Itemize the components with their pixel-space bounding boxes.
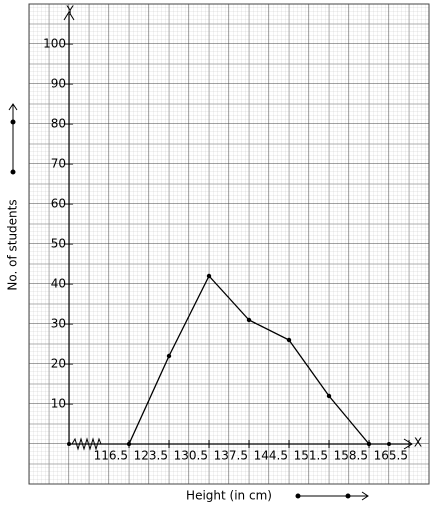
y-tick-label: 70 <box>51 157 66 171</box>
y-tick-label: 30 <box>51 317 66 331</box>
x-axis-name: X <box>414 436 422 450</box>
y-tick-label: 90 <box>51 77 66 91</box>
y-tick-label: 60 <box>51 197 66 211</box>
x-tick-label: 137.5 <box>214 449 248 463</box>
y-axis-label: No. of students <box>6 199 20 290</box>
y-tick-label: 10 <box>51 397 66 411</box>
x-tick-label: 151.5 <box>294 449 328 463</box>
axis-dot <box>387 442 391 446</box>
data-point <box>286 337 292 343</box>
data-point <box>166 353 172 359</box>
x-tick-label: 158.5 <box>334 449 368 463</box>
y-tick-label: 80 <box>51 117 66 131</box>
axis-break <box>71 437 102 451</box>
data-point <box>126 441 132 447</box>
data-point <box>206 273 212 279</box>
x-tick-label: 130.5 <box>174 449 208 463</box>
x-label-arrow <box>295 491 369 501</box>
y-label-arrow <box>8 103 18 175</box>
y-axis-name: Y <box>65 4 74 18</box>
data-point <box>366 441 372 447</box>
y-tick-label: 40 <box>51 277 66 291</box>
graph-paper <box>28 3 430 485</box>
x-tick-label: 116.5 <box>94 449 128 463</box>
data-point <box>246 317 252 323</box>
y-arrow <box>63 11 75 21</box>
x-tick-label: 165.5 <box>374 449 408 463</box>
x-tick-label: 144.5 <box>254 449 288 463</box>
y-tick-label: 100 <box>43 37 66 51</box>
origin-dot <box>67 442 71 446</box>
y-tick-label: 20 <box>51 357 66 371</box>
x-axis-label: Height (in cm) <box>186 489 272 503</box>
x-arrow <box>403 438 413 450</box>
y-tick-label: 50 <box>51 237 66 251</box>
data-point <box>326 393 332 399</box>
x-tick-label: 123.5 <box>134 449 168 463</box>
